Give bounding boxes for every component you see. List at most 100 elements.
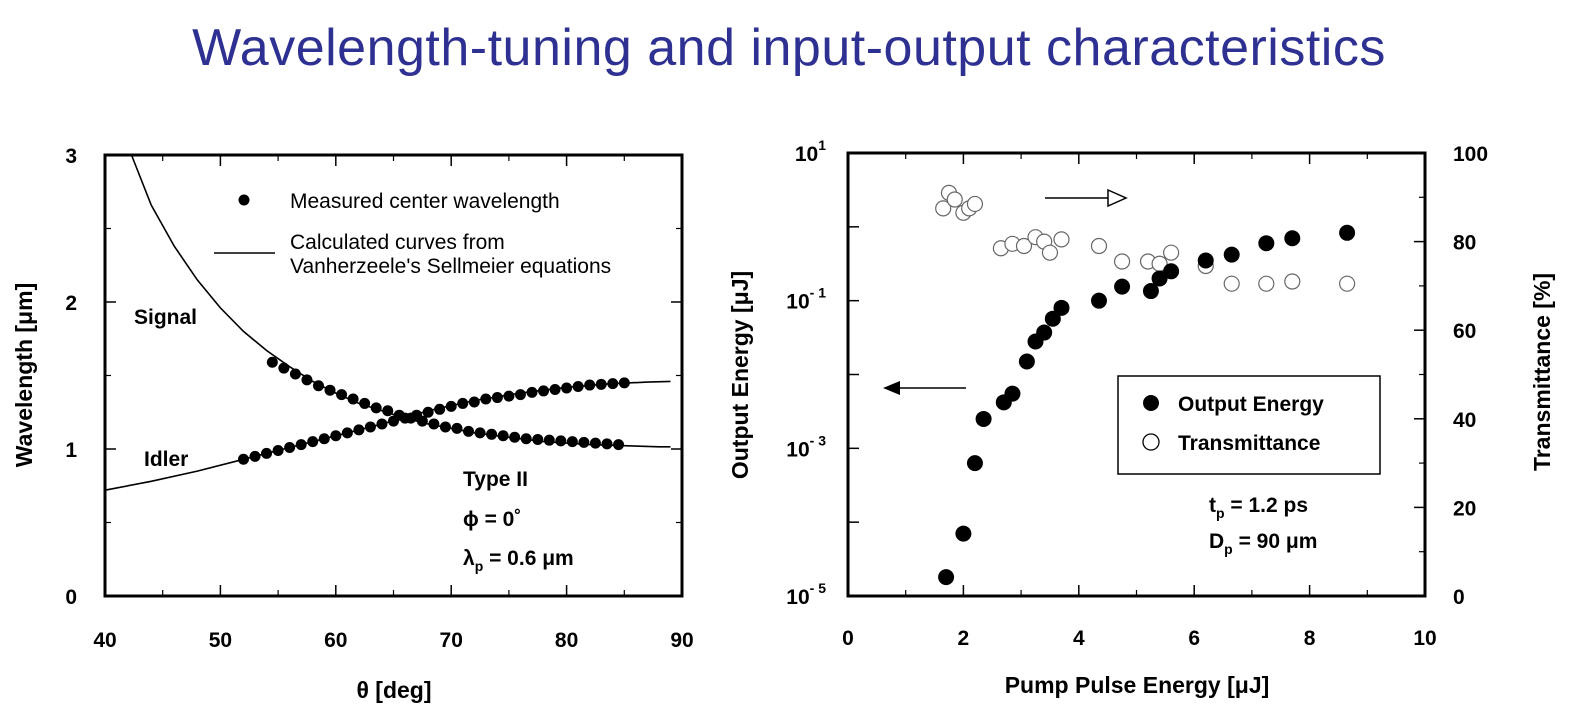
right-secondary-y-axis-label: Transmittance [%] xyxy=(1529,273,1555,471)
output-energy-point xyxy=(1053,299,1070,316)
output-energy-point xyxy=(1223,246,1240,263)
dp-value: = 90 μm xyxy=(1233,530,1318,553)
measured-point xyxy=(584,379,596,391)
measured-point xyxy=(388,415,399,427)
measured-point xyxy=(324,384,336,396)
left-y-tick-label: 3 xyxy=(65,145,77,168)
measured-point xyxy=(411,409,423,421)
measured-point xyxy=(561,382,573,394)
measured-point xyxy=(514,389,526,401)
output-energy-point xyxy=(1114,278,1131,295)
measured-point xyxy=(341,427,353,439)
right-secondary-tick-label: 40 xyxy=(1453,409,1476,432)
measured-point xyxy=(457,397,469,409)
right-ticks: 0 2 4 6 8 10 101 10- 1 10- 3 10- 5 0 20 40 60 80 100 xyxy=(786,137,1488,650)
measured-point xyxy=(618,377,630,389)
tp-symbol: t xyxy=(1209,494,1216,517)
measured-point xyxy=(549,383,561,395)
output-energy-point xyxy=(1339,224,1356,241)
measured-point xyxy=(520,433,532,445)
left-measured-points xyxy=(237,356,630,465)
measured-point xyxy=(307,436,319,448)
left-x-tick-label: 60 xyxy=(324,629,347,652)
measured-point xyxy=(445,400,457,412)
output-energy-point xyxy=(1284,230,1301,247)
left-ticks: 40 50 60 70 80 90 0 1 2 3 xyxy=(65,145,693,652)
measured-point xyxy=(295,439,307,451)
measured-point xyxy=(237,453,249,465)
legend-calculated-label-2: Vanherzeele's Sellmeier equations xyxy=(290,255,611,278)
measured-point xyxy=(284,442,296,454)
output-energy-point xyxy=(1258,235,1275,252)
left-x-tick-label: 80 xyxy=(555,629,578,652)
left-x-tick-label: 50 xyxy=(209,629,232,652)
left-x-tick-label: 70 xyxy=(440,629,463,652)
left-y-axis-label: Wavelength [μm] xyxy=(11,283,37,467)
wavelength-chart: 40 50 60 70 80 90 0 1 2 3 θ [deg] Wavelength [μm]… xyxy=(11,145,694,703)
transmittance-point xyxy=(1284,273,1301,290)
measured-point xyxy=(526,386,538,398)
left-x-axis-label: θ [deg] xyxy=(356,677,431,703)
legend-measured-marker xyxy=(238,194,250,206)
measured-point xyxy=(428,418,440,430)
measured-point xyxy=(370,402,382,414)
output-energy-point xyxy=(1044,310,1061,327)
measured-point xyxy=(503,390,515,402)
measured-point xyxy=(330,430,342,442)
measured-point xyxy=(249,450,261,462)
measured-point xyxy=(566,436,578,448)
transmittance-point xyxy=(1015,237,1033,255)
measured-point xyxy=(497,430,509,442)
transmittance-point xyxy=(946,191,963,208)
measured-point xyxy=(272,444,284,456)
transmittance-point xyxy=(935,200,952,217)
left-x-tick-label: 90 xyxy=(670,629,693,652)
right-x-tick-label: 8 xyxy=(1304,627,1316,650)
transmittance-point xyxy=(966,195,984,213)
right-legend-box xyxy=(1117,375,1381,475)
transmittance-point xyxy=(1339,275,1356,292)
transmittance-point xyxy=(1090,237,1108,255)
output-energy-point xyxy=(1018,353,1035,370)
transmittance-point xyxy=(1163,244,1180,261)
type-annotation: Type II xyxy=(463,468,528,491)
measured-point xyxy=(543,434,555,446)
measured-point xyxy=(376,418,388,430)
measured-point xyxy=(353,424,365,436)
transmittance-point xyxy=(1053,231,1070,248)
measured-point xyxy=(451,422,463,434)
measured-point xyxy=(266,356,278,368)
lambda-subscript: p xyxy=(475,558,484,574)
left-plot-frame xyxy=(103,153,684,598)
transmittance-point xyxy=(1113,253,1131,270)
measured-point xyxy=(347,393,359,405)
measured-point xyxy=(382,405,394,417)
left-y-tick-label: 2 xyxy=(65,292,77,315)
legend-output-marker xyxy=(1143,395,1159,411)
measured-point xyxy=(278,362,290,374)
legend-output-label: Output Energy xyxy=(1178,393,1324,416)
measured-point xyxy=(422,406,434,418)
dp-symbol: D xyxy=(1209,530,1224,553)
measured-point xyxy=(336,389,348,401)
measured-point xyxy=(589,437,601,449)
right-y-tick-label: 101 xyxy=(795,137,826,166)
measured-point xyxy=(578,436,590,448)
legend-transmittance-marker xyxy=(1142,433,1160,451)
output-energy-point xyxy=(966,455,983,472)
right-y-tick-label: 10- 5 xyxy=(786,580,826,609)
output-energy-point xyxy=(1004,385,1021,402)
right-y-tick-label: 10- 3 xyxy=(786,432,826,461)
measured-point xyxy=(474,427,486,439)
left-x-tick-label: 40 xyxy=(93,629,116,652)
output-energy-point xyxy=(1090,292,1107,309)
measured-point xyxy=(572,381,584,393)
lambda-annotation: λp = 0.6 μm xyxy=(463,547,574,574)
measured-point xyxy=(509,431,521,443)
tp-subscript: p xyxy=(1216,505,1225,521)
output-energy-points xyxy=(938,224,1356,586)
phi-annotation: ϕ = 0˚ xyxy=(463,508,521,531)
measured-point xyxy=(312,380,324,392)
right-plot-frame xyxy=(846,151,1427,598)
